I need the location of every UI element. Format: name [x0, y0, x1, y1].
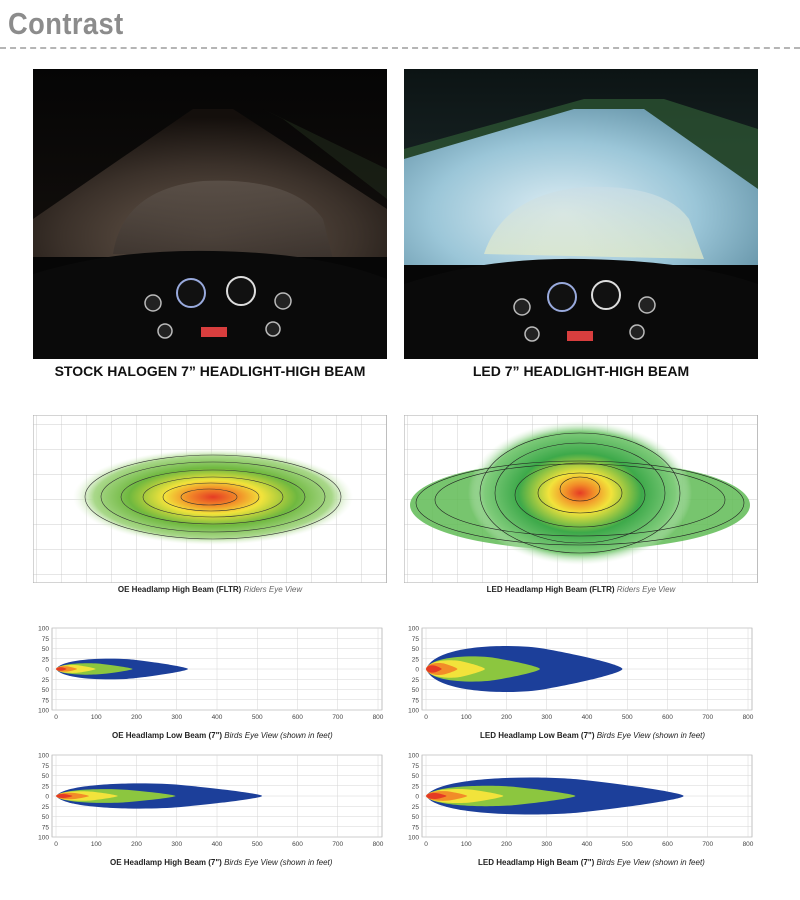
y-tick-label: 50: [412, 646, 420, 653]
x-tick-label: 700: [332, 714, 343, 721]
y-tick-label: 75: [42, 824, 50, 831]
x-tick-label: 600: [292, 714, 303, 721]
x-tick-label: 300: [171, 714, 182, 721]
x-tick-label: 100: [461, 714, 472, 721]
y-tick-label: 100: [38, 835, 49, 842]
y-tick-label: 100: [38, 753, 49, 760]
x-tick-label: 0: [424, 714, 428, 721]
y-tick-label: 50: [42, 687, 50, 694]
y-tick-label: 25: [412, 783, 420, 790]
x-tick-label: 800: [743, 714, 754, 721]
x-tick-label: 600: [292, 841, 303, 848]
led-beam-caption: LED Headlamp High Beam (FLTR) Riders Eye…: [486, 585, 676, 594]
y-tick-label: 75: [412, 636, 420, 643]
x-tick-label: 100: [461, 841, 472, 848]
x-tick-label: 200: [131, 714, 142, 721]
x-tick-label: 400: [212, 714, 223, 721]
halogen-caption: STOCK HALOGEN 7” HEADLIGHT-HIGH BEAM: [54, 363, 366, 379]
led-photo: [404, 69, 758, 359]
y-tick-label: 25: [412, 656, 420, 663]
x-tick-label: 400: [582, 714, 593, 721]
x-tick-label: 800: [373, 714, 384, 721]
x-tick-label: 200: [501, 714, 512, 721]
y-tick-label: 0: [415, 794, 419, 801]
y-tick-label: 50: [42, 773, 50, 780]
y-tick-label: 0: [415, 667, 419, 674]
y-tick-label: 50: [412, 814, 420, 821]
led-beam-pattern: [403, 414, 759, 584]
oe-beam-caption: OE Headlamp High Beam (FLTR) Riders Eye …: [117, 585, 303, 594]
y-tick-label: 25: [42, 677, 50, 684]
y-tick-label: 0: [45, 794, 49, 801]
x-tick-label: 600: [662, 841, 673, 848]
beam-area-layer-4: [426, 665, 442, 673]
beam-area-layer-4: [426, 793, 447, 799]
x-tick-label: 400: [582, 841, 593, 848]
x-tick-label: 700: [702, 714, 713, 721]
x-tick-label: 200: [501, 841, 512, 848]
y-tick-label: 50: [42, 814, 50, 821]
x-tick-label: 100: [91, 714, 102, 721]
y-tick-label: 100: [38, 626, 49, 633]
y-tick-label: 25: [412, 804, 420, 811]
y-tick-label: 100: [408, 835, 419, 842]
x-tick-label: 0: [54, 841, 58, 848]
y-tick-label: 100: [408, 753, 419, 760]
oe-beam-pattern: [32, 414, 388, 584]
y-tick-label: 75: [42, 763, 50, 770]
y-tick-label: 25: [412, 677, 420, 684]
x-tick-label: 300: [541, 714, 552, 721]
x-tick-label: 500: [622, 714, 633, 721]
x-tick-label: 500: [622, 841, 633, 848]
oe-low-plot: 100 75 50 25 0 25 50 75 100 0 100 200 300 400 500 600 70…: [30, 624, 390, 724]
y-tick-label: 25: [42, 783, 50, 790]
x-tick-label: 800: [373, 841, 384, 848]
x-tick-label: 200: [131, 841, 142, 848]
oe-high-plot: 100 75 50 25 0 25 50 75 100 0 100 200 300 400 500 600 70…: [30, 751, 390, 851]
x-tick-label: 600: [662, 714, 673, 721]
title-divider: [0, 47, 800, 49]
y-tick-label: 75: [412, 824, 420, 831]
y-tick-label: 75: [412, 763, 420, 770]
x-tick-label: 500: [252, 841, 263, 848]
y-tick-label: 100: [38, 708, 49, 715]
led-low-plot: 100 75 50 25 0 25 50 75 100 0 100 200 300 400 500 600 70…: [400, 624, 760, 724]
x-tick-label: 400: [212, 841, 223, 848]
y-tick-label: 75: [42, 697, 50, 704]
x-tick-label: 300: [541, 841, 552, 848]
x-tick-label: 0: [54, 714, 58, 721]
y-tick-label: 25: [42, 656, 50, 663]
y-tick-label: 75: [42, 636, 50, 643]
oe-low-caption: OE Headlamp Low Beam (7") Birds Eye View…: [112, 731, 333, 740]
y-tick-label: 100: [408, 626, 419, 633]
x-tick-label: 700: [702, 841, 713, 848]
y-tick-label: 75: [412, 697, 420, 704]
y-tick-label: 0: [45, 667, 49, 674]
beam-area-layer-4: [56, 667, 67, 671]
y-tick-label: 50: [412, 773, 420, 780]
y-tick-label: 25: [42, 804, 50, 811]
led-high-plot: 100 75 50 25 0 25 50 75 100 0 100 200 300 400 500 600 70…: [400, 751, 760, 851]
x-tick-label: 300: [171, 841, 182, 848]
x-tick-label: 700: [332, 841, 343, 848]
y-tick-label: 100: [408, 708, 419, 715]
page-title: Contrast: [8, 6, 124, 41]
beam-area-layer-4: [56, 793, 73, 799]
x-tick-label: 100: [91, 841, 102, 848]
led-caption: LED 7” HEADLIGHT-HIGH BEAM: [472, 363, 690, 379]
x-tick-label: 0: [424, 841, 428, 848]
led-high-caption: LED Headlamp High Beam (7") Birds Eye Vi…: [478, 858, 705, 867]
halogen-photo: [33, 69, 387, 359]
oe-high-caption: OE Headlamp High Beam (7") Birds Eye Vie…: [110, 858, 333, 867]
y-tick-label: 50: [412, 687, 420, 694]
x-tick-label: 500: [252, 714, 263, 721]
y-tick-label: 50: [42, 646, 50, 653]
x-tick-label: 800: [743, 841, 754, 848]
led-low-caption: LED Headlamp Low Beam (7") Birds Eye Vie…: [480, 731, 706, 740]
